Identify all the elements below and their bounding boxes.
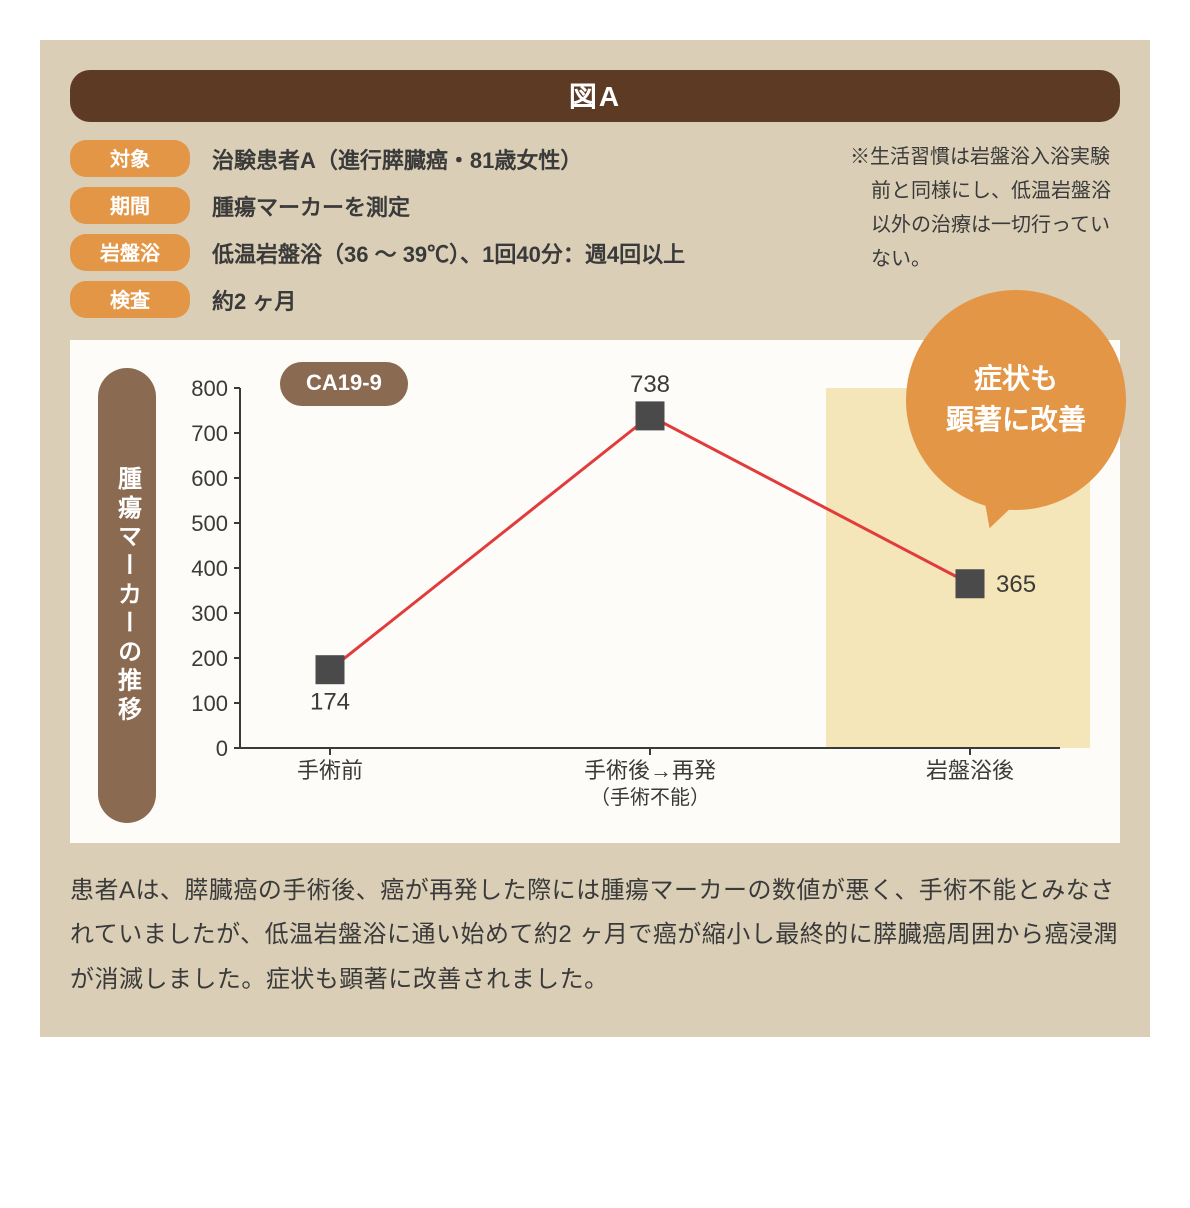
info-text: 約2 ヶ月 [212,284,296,316]
info-pill: 岩盤浴 [70,234,190,271]
svg-text:岩盤浴後: 岩盤浴後 [926,758,1014,783]
info-rows: 対象 治験患者A（進行膵臓癌・81歳女性） 期間 腫瘍マーカーを測定 岩盤浴 低… [70,140,820,328]
svg-text:738: 738 [630,371,670,398]
info-pill: 期間 [70,187,190,224]
svg-text:400: 400 [191,556,228,581]
svg-text:365: 365 [996,571,1036,598]
info-text: 治験患者A（進行膵臓癌・81歳女性） [212,143,582,175]
info-pill: 検査 [70,281,190,318]
figure-title: 図A [70,70,1120,122]
svg-text:500: 500 [191,511,228,536]
info-row: 対象 治験患者A（進行膵臓癌・81歳女性） [70,140,820,177]
info-text: 低温岩盤浴（36 〜 39℃）、1回40分：週4回以上 [212,237,685,269]
svg-text:300: 300 [191,601,228,626]
svg-text:手術後→再発: 手術後→再発 [584,758,716,783]
series-badge: CA19-9 [280,362,408,406]
info-row: 検査 約2 ヶ月 [70,281,820,318]
svg-text:600: 600 [191,466,228,491]
svg-text:700: 700 [191,421,228,446]
svg-text:800: 800 [191,376,228,401]
callout-bubble: 症状も顕著に改善 [906,290,1126,510]
info-row: 期間 腫瘍マーカーを測定 [70,187,820,224]
info-text: 腫瘍マーカーを測定 [212,190,410,222]
callout-text: 症状も顕著に改善 [946,359,1086,440]
info-pill: 対象 [70,140,190,177]
figure-caption: 患者Aは、膵臓癌の手術後、癌が再発した際には腫瘍マーカーの数値が悪く、手術不能と… [70,869,1120,1002]
figure-panel: 図A 対象 治験患者A（進行膵臓癌・81歳女性） 期間 腫瘍マーカーを測定 岩盤… [40,40,1150,1037]
svg-text:0: 0 [216,736,228,761]
svg-text:100: 100 [191,691,228,716]
svg-text:手術前: 手術前 [297,758,363,783]
chart-box: 症状も顕著に改善 腫瘍マーカーの推移 CA19-9 0 100 200 300 400 5… [70,340,1120,843]
svg-text:200: 200 [191,646,228,671]
svg-text:（手術不能）: （手術不能） [590,786,710,809]
svg-text:174: 174 [310,689,350,716]
info-row: 岩盤浴 低温岩盤浴（36 〜 39℃）、1回40分：週4回以上 [70,234,820,271]
y-axis-label: 腫瘍マーカーの推移 [98,368,156,823]
info-block: 対象 治験患者A（進行膵臓癌・81歳女性） 期間 腫瘍マーカーを測定 岩盤浴 低… [70,140,1120,328]
